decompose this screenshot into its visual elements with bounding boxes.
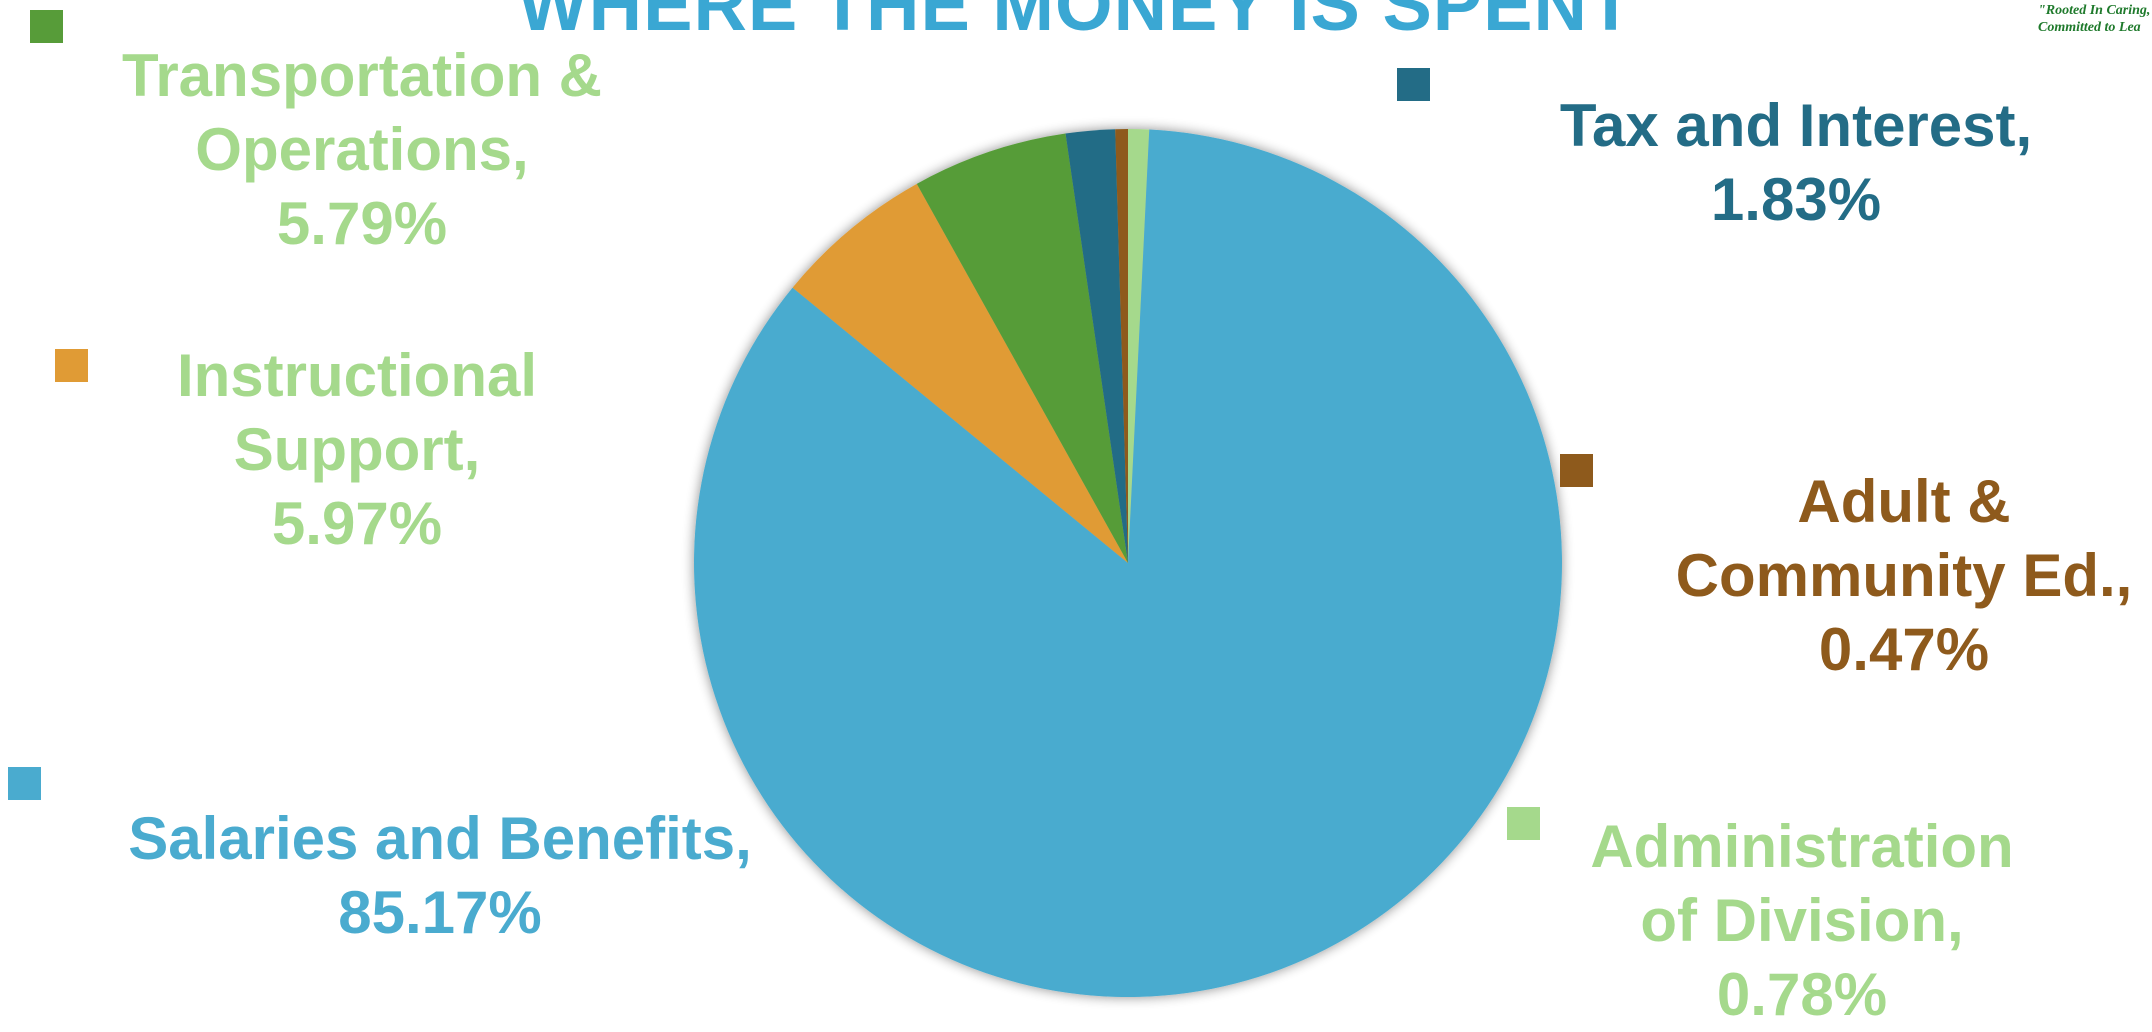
legend-swatch-transportation-and-operations <box>30 10 63 43</box>
pie-slice-salaries-and-benefits <box>693 129 1562 997</box>
pie-slice-transportation-and-operations <box>916 133 1128 563</box>
data-label-line: Community Ed., <box>1675 542 2133 609</box>
legend-swatch-instructional-support <box>55 349 88 382</box>
data-label-line: Salaries and Benefits, <box>128 805 752 872</box>
data-label-line: 5.97% <box>271 490 443 557</box>
pie-slice-instructional-support <box>792 183 1128 564</box>
data-label-line: 0.47% <box>1818 616 1990 683</box>
data-label-line: Tax and Interest, <box>1559 92 2033 159</box>
data-label-line: 5.79% <box>276 190 448 257</box>
data-label-adult-and-community-ed: Adult & Community Ed., 0.47% <box>1676 465 2133 687</box>
data-label-line: 1.83% <box>1710 166 1882 233</box>
data-label-line: Transportation & <box>121 42 603 109</box>
tagline-line-2: Committed to Lea <box>2038 20 2141 35</box>
school-tagline: "Rooted In Caring, Committed to Lea <box>2038 2 2152 36</box>
data-label-line: 0.78% <box>1716 961 1888 1028</box>
data-label-instructional-support: Instructional Support, 5.97% <box>177 339 537 561</box>
data-label-line: Instructional <box>176 342 538 409</box>
legend-swatch-adult-and-community-ed <box>1560 454 1593 487</box>
data-label-transportation-and-operations: Transportation & Operations, 5.79% <box>122 39 602 261</box>
legend-swatch-administration-of-division <box>1507 807 1540 840</box>
chart-title: WHERE THE MONEY IS SPENT <box>517 0 1635 46</box>
data-label-line: of Division, <box>1640 887 1964 954</box>
data-label-line: Operations, <box>195 116 529 183</box>
pie-slice-adult-and-community-ed <box>1115 129 1128 563</box>
data-label-salaries-and-benefits: Salaries and Benefits, 85.17% <box>128 802 752 950</box>
data-label-line: Adult & <box>1797 468 2011 535</box>
tagline-line-1: "Rooted In Caring, <box>2038 3 2151 18</box>
data-label-administration-of-division: Administration of Division, 0.78% <box>1590 810 2013 1032</box>
legend-swatch-salaries-and-benefits <box>8 767 41 800</box>
pie-slice-tax-and-interest <box>1065 129 1128 563</box>
data-label-line: 85.17% <box>338 879 542 946</box>
data-label-line: Administration <box>1590 813 2014 880</box>
data-label-tax-and-interest: Tax and Interest, 1.83% <box>1560 89 2032 237</box>
legend-swatch-tax-and-interest <box>1397 68 1430 101</box>
data-label-line: Support, <box>233 416 481 483</box>
pie-slice-administration-of-division <box>1128 129 1150 563</box>
